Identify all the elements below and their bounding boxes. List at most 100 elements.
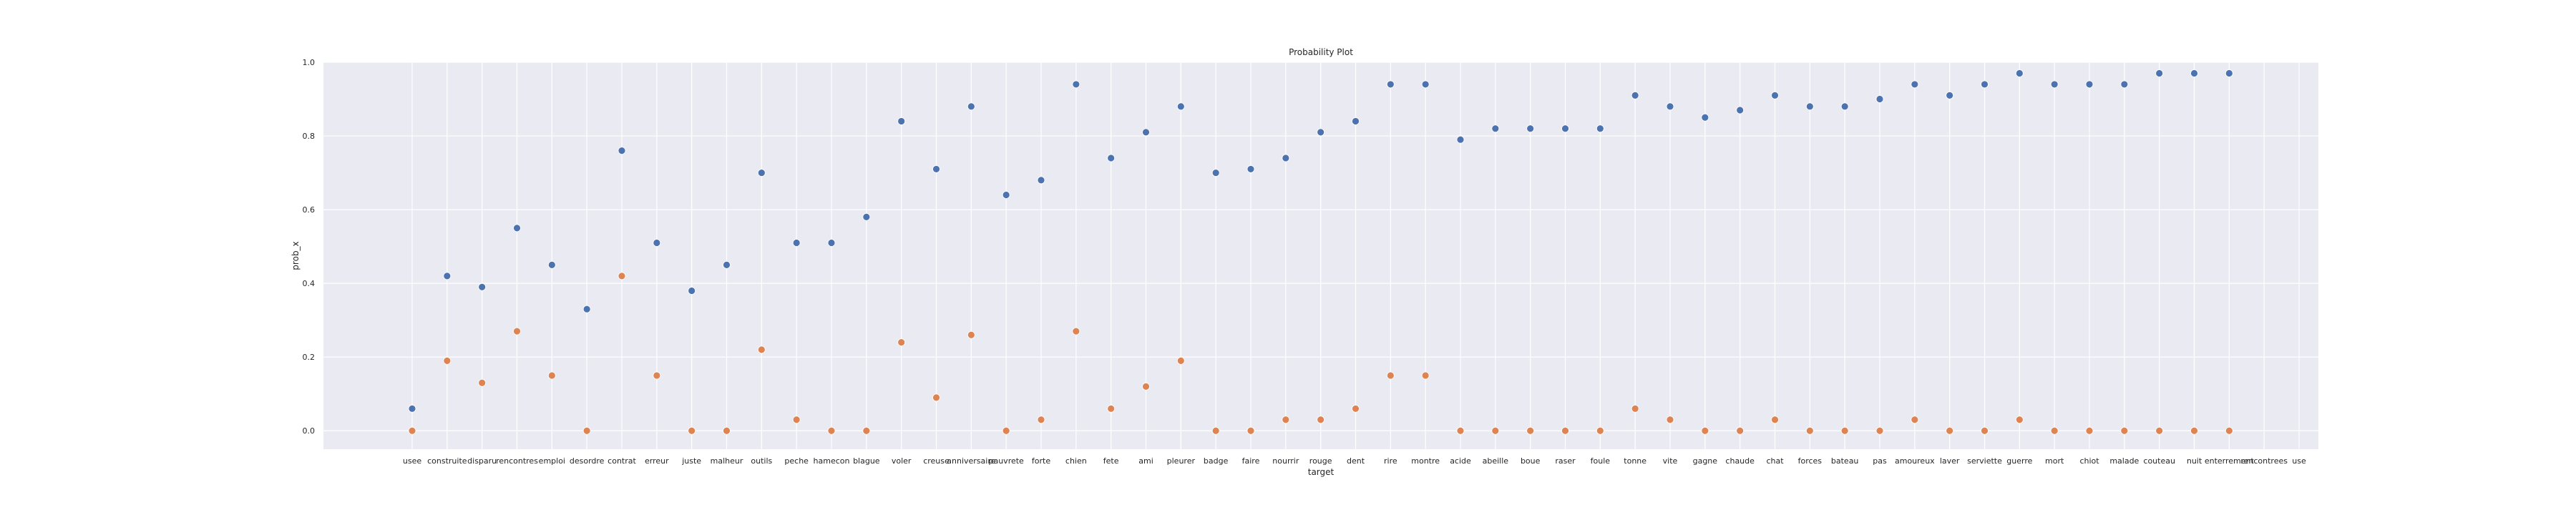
series-2-point	[443, 356, 452, 365]
series-2-point	[547, 371, 556, 380]
series-1-point	[2190, 69, 2198, 77]
x-tick-label: faire	[1242, 456, 1260, 466]
y-tick-label: 0.4	[303, 279, 316, 288]
series-1-point	[1561, 124, 1569, 133]
series-2-point	[1072, 327, 1080, 335]
series-1-point	[1911, 80, 1919, 89]
x-tick-label: boue	[1521, 456, 1541, 466]
x-tick-label: malheur	[711, 456, 743, 466]
series-2-point	[1246, 426, 1255, 435]
series-1-point	[1946, 91, 1954, 99]
x-tick-label: amoureux	[1895, 456, 1935, 466]
x-tick-label: fete	[1103, 456, 1119, 466]
series-2-point	[2190, 426, 2198, 435]
series-1-point	[967, 102, 975, 111]
x-tick-label: vite	[1663, 456, 1678, 466]
y-tick-label: 0.0	[303, 426, 316, 436]
series-1-point	[1805, 102, 1814, 111]
series-2-point	[1981, 426, 1989, 435]
x-tick-label: contrat	[608, 456, 636, 466]
x-tick-label: blague	[853, 456, 880, 466]
series-2-point	[1142, 383, 1150, 391]
x-tick-label: forces	[1798, 456, 1823, 466]
series-1-point	[2085, 80, 2094, 89]
series-2-point	[1002, 426, 1010, 435]
x-tick-label: badge	[1204, 456, 1229, 466]
series-2-point	[2015, 416, 2024, 424]
x-tick-label: dent	[1347, 456, 1365, 466]
x-tick-label: desordre	[570, 456, 605, 466]
x-tick-label: usee	[403, 456, 421, 466]
x-tick-label: serviette	[1967, 456, 2002, 466]
series-1-point	[1456, 135, 1465, 144]
x-tick-label: nourrir	[1272, 456, 1299, 466]
x-tick-label: chat	[1766, 456, 1784, 466]
series-2-point	[408, 426, 416, 435]
series-1-point	[1072, 80, 1080, 89]
series-1-point	[688, 287, 696, 295]
series-2-point	[827, 426, 836, 435]
series-1-point	[513, 224, 521, 232]
series-1-point	[2155, 69, 2164, 77]
y-tick-label: 0.8	[303, 132, 316, 141]
series-2-point	[1946, 426, 1954, 435]
x-tick-label: chien	[1065, 456, 1087, 466]
series-2-point	[1176, 356, 1185, 365]
x-tick-label: montre	[1411, 456, 1440, 466]
x-tick-label: erreur	[645, 456, 669, 466]
x-tick-label: laver	[1940, 456, 1960, 466]
series-2-point	[1631, 404, 1639, 413]
y-axis-label: prob_x	[291, 241, 301, 270]
series-1-point	[1631, 91, 1639, 99]
series-1-point	[2015, 69, 2024, 77]
x-tick-label: creuse	[923, 456, 950, 466]
series-2-point	[723, 426, 731, 435]
series-1-point	[408, 404, 416, 413]
series-1-point	[2225, 69, 2233, 77]
x-tick-label: chiot	[2079, 456, 2099, 466]
series-2-point	[757, 345, 766, 354]
x-tick-label: bateau	[1831, 456, 1859, 466]
x-tick-label: chaude	[1725, 456, 1755, 466]
x-tick-label: outils	[751, 456, 772, 466]
x-tick-label: rire	[1384, 456, 1397, 466]
x-tick-label: peche	[784, 456, 809, 466]
series-2-point	[1596, 426, 1604, 435]
series-1-point	[1701, 113, 1709, 122]
series-1-point	[1421, 80, 1430, 89]
x-tick-label: anniversaire	[947, 456, 995, 466]
series-1-point	[792, 239, 801, 247]
series-1-point	[582, 305, 591, 313]
x-tick-label: acide	[1450, 456, 1471, 466]
x-tick-label: disparu	[467, 456, 497, 466]
series-2-point	[478, 378, 487, 387]
series-1-point	[1840, 102, 1849, 111]
chart-title: Probability Plot	[1289, 47, 1353, 57]
data-points	[408, 69, 2233, 435]
series-2-point	[967, 330, 975, 339]
y-tick-label: 0.2	[303, 353, 316, 362]
series-2-point	[1386, 371, 1395, 380]
series-2-point	[1736, 426, 1745, 435]
series-2-point	[2155, 426, 2164, 435]
series-2-point	[1037, 416, 1045, 424]
series-1-point	[618, 147, 626, 155]
series-2-point	[1561, 426, 1569, 435]
x-tick-label: emploi	[539, 456, 565, 466]
x-tick-label: pas	[1873, 456, 1887, 466]
x-tick-label: juste	[681, 456, 701, 466]
x-tick-label: pauvrete	[988, 456, 1024, 466]
series-1-point	[1771, 91, 1779, 99]
x-tick-label: gagne	[1693, 456, 1718, 466]
series-1-point	[443, 272, 452, 280]
x-tick-label: forte	[1032, 456, 1050, 466]
series-1-point	[723, 260, 731, 269]
series-2-point	[1805, 426, 1814, 435]
series-2-point	[1666, 416, 1674, 424]
series-2-point	[618, 272, 626, 280]
x-tick-label: mort	[2045, 456, 2064, 466]
series-2-point	[932, 393, 940, 402]
x-tick-label: enterrement	[2205, 456, 2255, 466]
y-tick-label: 1.0	[303, 58, 316, 67]
